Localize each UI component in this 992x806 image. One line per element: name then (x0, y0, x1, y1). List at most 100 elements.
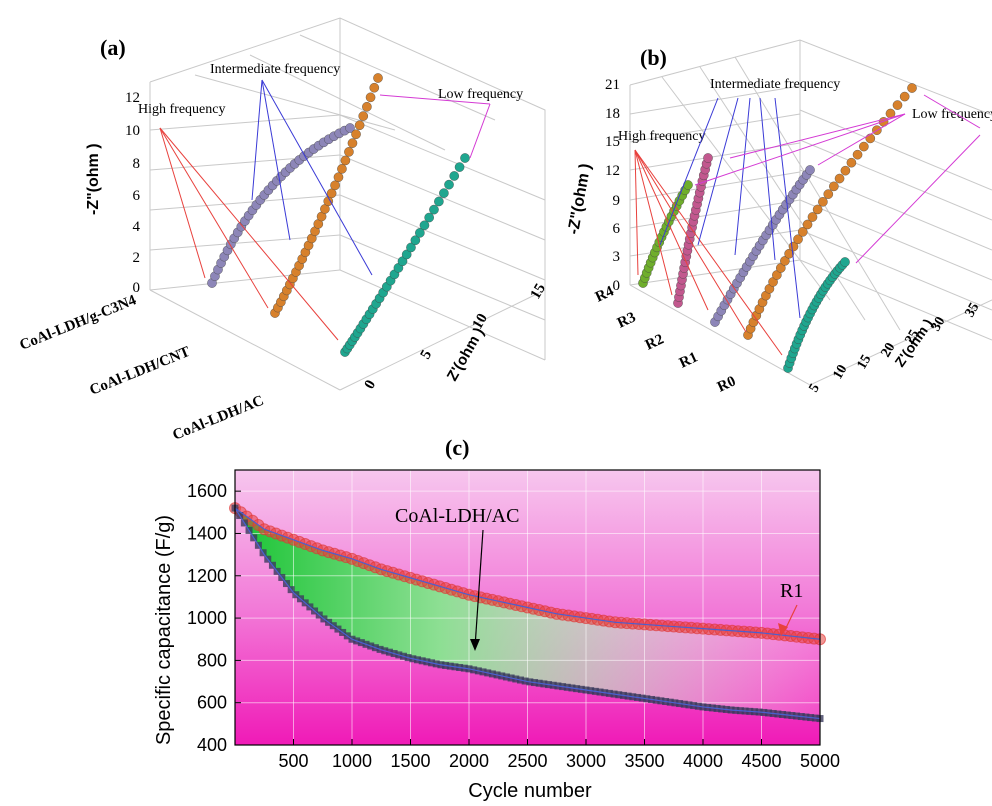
ac-point (444, 179, 454, 190)
x-tick: 10 (830, 362, 850, 382)
annotation-high-frequency: High frequency (618, 129, 705, 144)
category-label: R4 (593, 283, 617, 305)
r1-point (793, 234, 803, 245)
panel-a-y-ticks: 0 2 4 6 8 10 12 (125, 90, 141, 296)
cnt-point (362, 101, 372, 112)
panel-a-arrows (159, 79, 491, 341)
y-tick: 2 (133, 250, 141, 266)
ac-point (454, 162, 465, 172)
y-axis-title: Specific capacitance (F/g) (153, 515, 175, 745)
category-label: R3 (615, 309, 638, 331)
x-tick: 35 (962, 300, 982, 320)
x-tick-label: 4500 (741, 751, 781, 771)
coal-ldh-ac-series-line (234, 507, 821, 720)
y-tick-label: 600 (197, 693, 227, 713)
ac-point (439, 188, 449, 198)
category-label: R2 (643, 331, 666, 353)
cnt-point (369, 82, 380, 93)
r1-point (823, 189, 834, 199)
panel-b-categories: R4 R3 R2 R1 R0 (593, 283, 738, 395)
category-label: CoAl-LDH/CNT (88, 344, 193, 399)
y-tick: 6 (613, 221, 621, 237)
y-tick-label: 1200 (187, 566, 227, 586)
panel-b-arrows (634, 94, 981, 356)
panel-a: (a) 0 2 4 6 8 10 12 -Z"(ohm ) CoAl-LDH/g… (18, 17, 549, 440)
annotation-intermediate-frequency: Intermediate frequency (710, 77, 840, 92)
x-tick-label: 3000 (566, 751, 606, 771)
x-tick-label: 500 (278, 751, 308, 771)
r1-point (840, 165, 851, 176)
panel-b-x-title: Z'(ohm ) (891, 316, 935, 370)
x-tick-label: 1000 (332, 751, 372, 771)
r1-point (907, 83, 917, 93)
y-tick: 21 (605, 77, 620, 93)
r1-point (812, 204, 823, 215)
x-tick-label: 3500 (624, 751, 664, 771)
annotation-intermediate-frequency: Intermediate frequency (210, 62, 340, 77)
y-tick: 12 (605, 163, 620, 179)
panel-a-label: (a) (100, 35, 126, 60)
ac-point (434, 196, 444, 207)
r0-point (840, 257, 850, 267)
x-tick: 20 (878, 340, 898, 360)
y-tick: 10 (125, 123, 140, 139)
y-tick: 12 (125, 90, 140, 106)
cycling-chart: (c) 500 1000 1500 2000 2500 3000 3500 4000 4500 5… (153, 435, 840, 802)
cnt-point (333, 172, 344, 182)
category-label: CoAl-LDH/g-C3N4 (18, 292, 140, 354)
cnt-point (344, 147, 354, 157)
x-tick: 15 (854, 352, 874, 372)
ac-point (415, 228, 425, 238)
x-tick: 5 (806, 381, 822, 395)
y-tick: 0 (613, 278, 621, 294)
y-tick: 3 (613, 249, 621, 265)
y-tick-label: 1400 (187, 523, 227, 543)
x-tick: 0 (362, 378, 380, 392)
r1-point (802, 219, 813, 230)
y-tick: 15 (605, 134, 620, 150)
r1-point (899, 91, 910, 102)
r1-point (892, 100, 903, 110)
y-tick: 9 (613, 193, 621, 209)
x-tick: 15 (528, 281, 549, 302)
ac-point (429, 204, 439, 215)
x-tick-label: 2500 (507, 751, 547, 771)
r1-point (797, 227, 808, 237)
cnt-point (365, 92, 376, 103)
cnt-point (351, 129, 361, 140)
cnt-point (330, 180, 340, 191)
y-tick-label: 1000 (187, 608, 227, 628)
annotation-low-frequency: Low frequency (912, 107, 992, 122)
x-tick: 25 (902, 327, 922, 347)
ac-point (419, 220, 430, 231)
annotation-low-frequency: Low frequency (438, 87, 523, 102)
ac-point (410, 235, 421, 246)
panel-a-categories: CoAl-LDH/g-C3N4 CoAl-LDH/CNT CoAl-LDH/AC (18, 292, 267, 440)
annotation-coal-ldh-ac: CoAl-LDH/AC (395, 505, 519, 527)
cnt-point (358, 111, 369, 121)
panel-c: (c) 500 1000 1500 2000 2500 3000 3500 4000 4500 5… (140, 425, 840, 802)
ac-point (424, 212, 434, 223)
y-tick-label: 400 (197, 735, 227, 755)
cnt-point (326, 188, 337, 199)
panel-c-label: (c) (445, 435, 469, 460)
panel-a-curves (207, 73, 470, 357)
category-label: R1 (677, 349, 700, 371)
y-tick: 18 (605, 106, 620, 122)
cnt-point (347, 138, 358, 148)
ac-point (406, 242, 416, 253)
y-tick: 4 (133, 219, 141, 235)
panel-a-x-title: Z'(ohm ) (444, 325, 488, 384)
x-tick-label: 5000 (800, 751, 840, 771)
r1-point (834, 173, 845, 184)
r1-point (846, 157, 857, 168)
r3-point (703, 153, 713, 163)
annotation-high-frequency: High frequency (138, 102, 225, 117)
r1-point (859, 141, 869, 152)
r1-point (865, 133, 876, 144)
ac-point (401, 249, 412, 260)
panel-b-y-ticks: 0 3 6 9 12 15 18 21 (605, 77, 621, 294)
ac-point (460, 153, 470, 163)
panel-b-label: (b) (640, 45, 667, 70)
panel-a-y-title: -Z"(ohm ) (85, 143, 102, 215)
